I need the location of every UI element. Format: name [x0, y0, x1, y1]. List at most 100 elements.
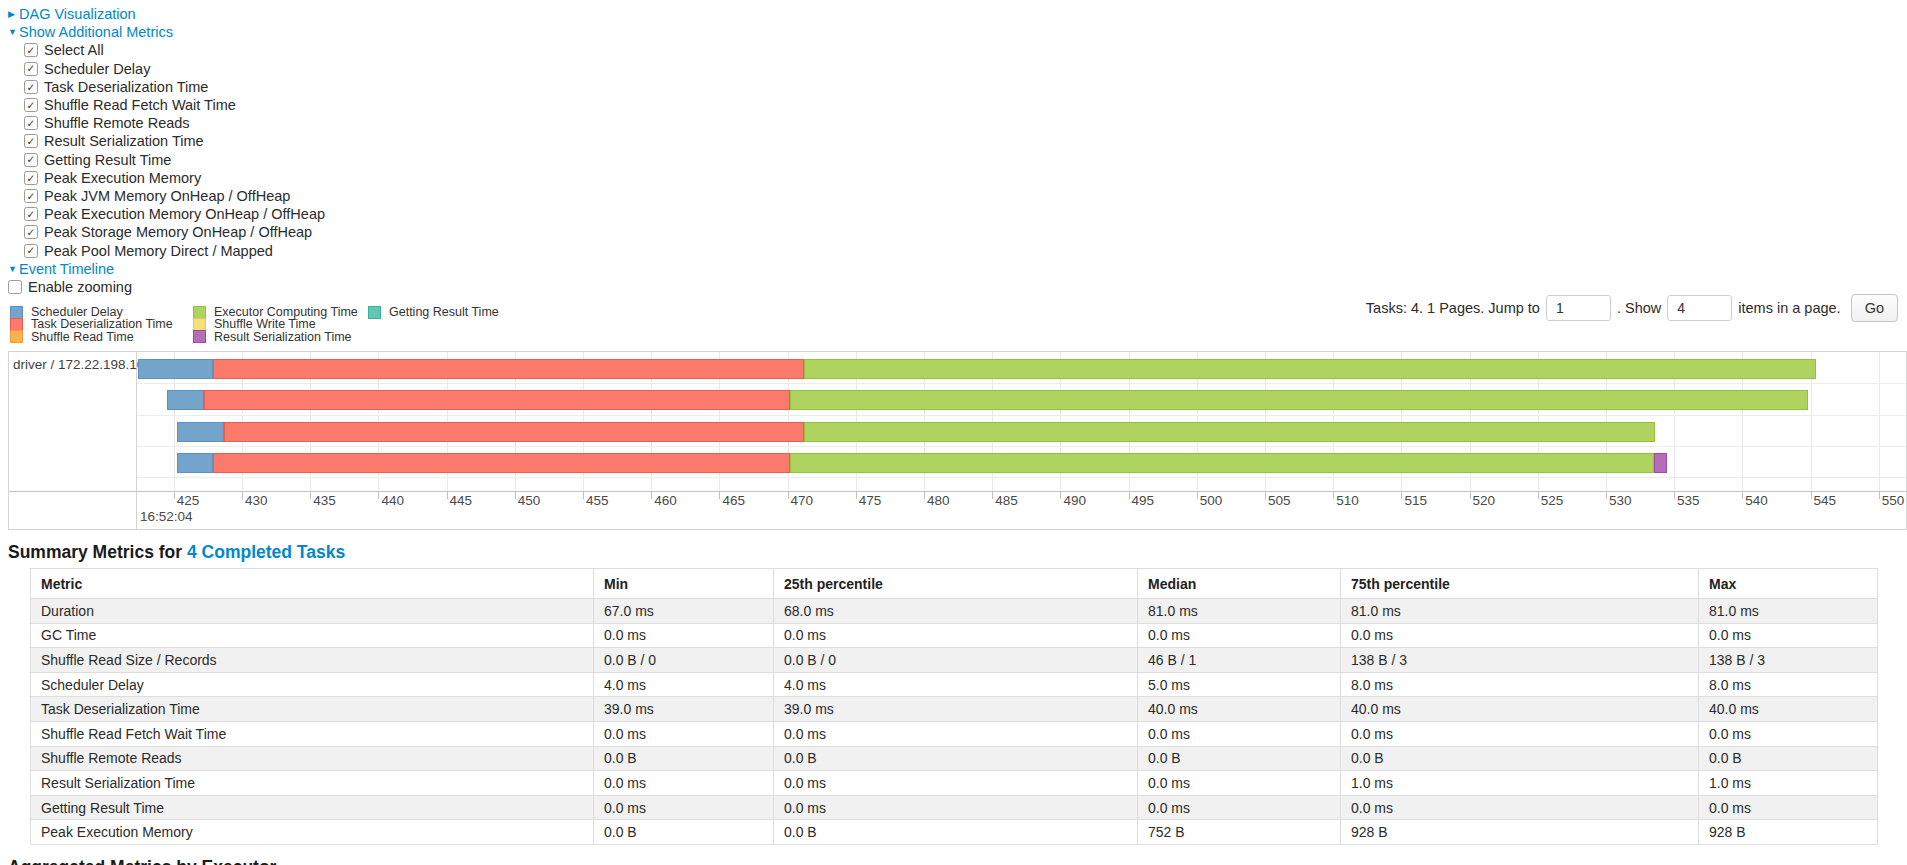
checkbox-row-result-serialization-time[interactable]: ✓ Result Serialization Time — [24, 132, 204, 150]
task-4-segment-result-serialization[interactable] — [1654, 453, 1668, 473]
metric-value-cell: 0.0 ms — [1138, 795, 1341, 820]
checkbox-label-peak-execution-memory-onheap-offheap: Peak Execution Memory OnHeap / OffHeap — [44, 206, 325, 222]
axis-tick-label-445: 445 — [450, 493, 473, 508]
checkbox-task-deserialization-time[interactable]: ✓ — [24, 80, 38, 94]
axis-tick-label-505: 505 — [1268, 493, 1291, 508]
table-row-scheduler-delay: Scheduler Delay4.0 ms4.0 ms5.0 ms8.0 ms8… — [31, 672, 1878, 697]
axis-tick-label-500: 500 — [1200, 493, 1223, 508]
checkbox-peak-execution-memory-onheap-offheap[interactable]: ✓ — [24, 207, 38, 221]
axis-tick-label-450: 450 — [518, 493, 541, 508]
metric-value-cell: 39.0 ms — [774, 697, 1138, 722]
items-per-page-input[interactable] — [1667, 295, 1732, 321]
axis-tick-label-435: 435 — [313, 493, 336, 508]
checkbox-enable-zooming[interactable] — [8, 280, 22, 294]
toggle-event-timeline[interactable]: ▼Event Timeline — [8, 260, 114, 278]
metric-value-cell: 0.0 ms — [774, 771, 1138, 796]
task-4-segment-executor-computing[interactable] — [790, 453, 1653, 473]
checkbox-row-shuffle-remote-reads[interactable]: ✓Shuffle Remote Reads — [24, 114, 190, 132]
checkbox-select-all[interactable]: ✓ — [24, 43, 38, 57]
checkbox-row-peak-jvm-memory-onheap-offheap[interactable]: ✓Peak JVM Memory OnHeap / OffHeap — [24, 187, 290, 205]
legend-item-shuffle-read-time: Shuffle Read Time — [10, 330, 134, 344]
task-3-segment-task-deserialization[interactable] — [224, 422, 804, 442]
timeline-row-separator — [137, 383, 1906, 384]
checkbox-label-peak-storage-memory-onheap-offheap: Peak Storage Memory OnHeap / OffHeap — [44, 224, 312, 240]
checkbox-shuffle-read-fetch-wait-time[interactable]: ✓ — [24, 98, 38, 112]
task-4-segment-scheduler-delay[interactable] — [177, 453, 214, 473]
pagination-summary: Tasks: 4. 1 Pages. Jump to — [1366, 300, 1540, 316]
axis-tick-label-495: 495 — [1132, 493, 1155, 508]
checkbox-label-select-all: Select All — [44, 42, 104, 58]
checkbox-row-shuffle-read-fetch-wait-time[interactable]: ✓Shuffle Read Fetch Wait Time — [24, 96, 236, 114]
task-4-segment-task-deserialization[interactable] — [213, 453, 790, 473]
axis-tick-label-520: 520 — [1473, 493, 1496, 508]
checkbox-row-peak-storage-memory-onheap-offheap[interactable]: ✓ Peak Storage Memory OnHeap / OffHeap — [24, 223, 312, 241]
pagination-suffix: items in a page. — [1738, 300, 1840, 316]
metric-value-cell: 0.0 ms — [594, 721, 774, 746]
metric-value-cell: 0.0 B — [1138, 746, 1341, 771]
checkbox-peak-pool-memory-direct-mapped[interactable]: ✓ — [24, 244, 38, 258]
axis-tick-460 — [651, 492, 652, 499]
axis-tick-430 — [242, 492, 243, 499]
task-1-segment-executor-computing[interactable] — [804, 359, 1816, 379]
axis-tick-label-465: 465 — [722, 493, 745, 508]
checkbox-row-scheduler-delay[interactable]: ✓Scheduler Delay — [24, 60, 150, 78]
axis-tick-545 — [1811, 492, 1812, 499]
checkbox-scheduler-delay[interactable]: ✓ — [24, 62, 38, 76]
checkbox-row-peak-execution-memory-onheap-offheap[interactable]: ✓ Peak Execution Memory OnHeap / OffHeap — [24, 205, 325, 223]
checkbox-row-getting-result-time[interactable]: ✓Getting Result Time — [24, 151, 171, 169]
time-axis-base-label: 16:52:04 — [140, 509, 193, 524]
task-3-segment-scheduler-delay[interactable] — [177, 422, 225, 442]
axis-tick-label-490: 490 — [1063, 493, 1086, 508]
task-bar-row-1 — [137, 359, 1906, 379]
metric-value-cell: 40.0 ms — [1699, 697, 1878, 722]
checkbox-peak-execution-memory[interactable]: ✓ — [24, 171, 38, 185]
checkbox-row-select-all[interactable]: ✓ Select All — [24, 41, 104, 59]
task-2-segment-scheduler-delay[interactable] — [167, 390, 204, 410]
page-number-input[interactable] — [1546, 295, 1611, 321]
metric-value-cell: 40.0 ms — [1138, 697, 1341, 722]
axis-tick-475 — [856, 492, 857, 499]
metric-value-cell: 0.0 B — [774, 820, 1138, 845]
metric-value-cell: 1.0 ms — [1699, 771, 1878, 796]
task-1-segment-task-deserialization[interactable] — [213, 359, 804, 379]
metric-value-cell: 138 B / 3 — [1341, 648, 1699, 673]
axis-tick-500 — [1197, 492, 1198, 499]
axis-tick-465 — [719, 492, 720, 499]
timeline-plot-area — [137, 352, 1906, 491]
go-button[interactable]: Go — [1851, 294, 1898, 322]
task-2-segment-executor-computing[interactable] — [790, 390, 1808, 410]
checkbox-row-peak-execution-memory[interactable]: ✓Peak Execution Memory — [24, 169, 201, 187]
checkbox-peak-storage-memory-onheap-offheap[interactable]: ✓ — [24, 225, 38, 239]
checkbox-row-enable-zooming[interactable]: Enable zooming — [8, 278, 132, 296]
axis-tick-label-545: 545 — [1814, 493, 1837, 508]
column-header-25th-percentile: 25th percentile — [774, 569, 1138, 599]
completed-tasks-link[interactable]: 4 Completed Tasks — [187, 542, 345, 562]
metric-value-cell: 0.0 ms — [1138, 771, 1341, 796]
event-timeline-chart: driver / 172.22.198.104 4254304354404454… — [8, 351, 1907, 530]
axis-tick-label-535: 535 — [1677, 493, 1700, 508]
axis-tick-label-550: 550 — [1882, 493, 1905, 508]
task-2-segment-task-deserialization[interactable] — [204, 390, 791, 410]
link-label-show-additional-metrics[interactable]: Show Additional Metrics — [19, 24, 173, 40]
metric-value-cell: 1.0 ms — [1341, 771, 1699, 796]
link-label-event-timeline[interactable]: Event Timeline — [19, 261, 114, 277]
checkbox-result-serialization-time[interactable]: ✓ — [24, 134, 38, 148]
checkbox-row-peak-pool-memory-direct-mapped[interactable]: ✓Peak Pool Memory Direct / Mapped — [24, 242, 273, 260]
axis-tick-435 — [310, 492, 311, 499]
checkbox-peak-jvm-memory-onheap-offheap[interactable]: ✓ — [24, 189, 38, 203]
metric-value-cell: 0.0 ms — [1138, 721, 1341, 746]
checkbox-shuffle-remote-reads[interactable]: ✓ — [24, 116, 38, 130]
task-3-segment-executor-computing[interactable] — [804, 422, 1655, 442]
axis-tick-label-510: 510 — [1336, 493, 1359, 508]
axis-tick-525 — [1538, 492, 1539, 499]
legend-swatch-getting-result-time — [368, 306, 381, 319]
metric-value-cell: 40.0 ms — [1341, 697, 1699, 722]
column-header-median: Median — [1138, 569, 1341, 599]
toggle-show-additional-metrics[interactable]: ▼Show Additional Metrics — [8, 23, 173, 41]
link-label-dag-visualization[interactable]: DAG Visualization — [19, 6, 136, 22]
task-1-segment-scheduler-delay[interactable] — [138, 359, 213, 379]
checkbox-label-result-serialization-time: Result Serialization Time — [44, 133, 204, 149]
checkbox-getting-result-time[interactable]: ✓ — [24, 153, 38, 167]
checkbox-row-task-deserialization-time[interactable]: ✓Task Deserialization Time — [24, 78, 208, 96]
toggle-dag-visualization[interactable]: ▶DAG Visualization — [8, 5, 136, 23]
